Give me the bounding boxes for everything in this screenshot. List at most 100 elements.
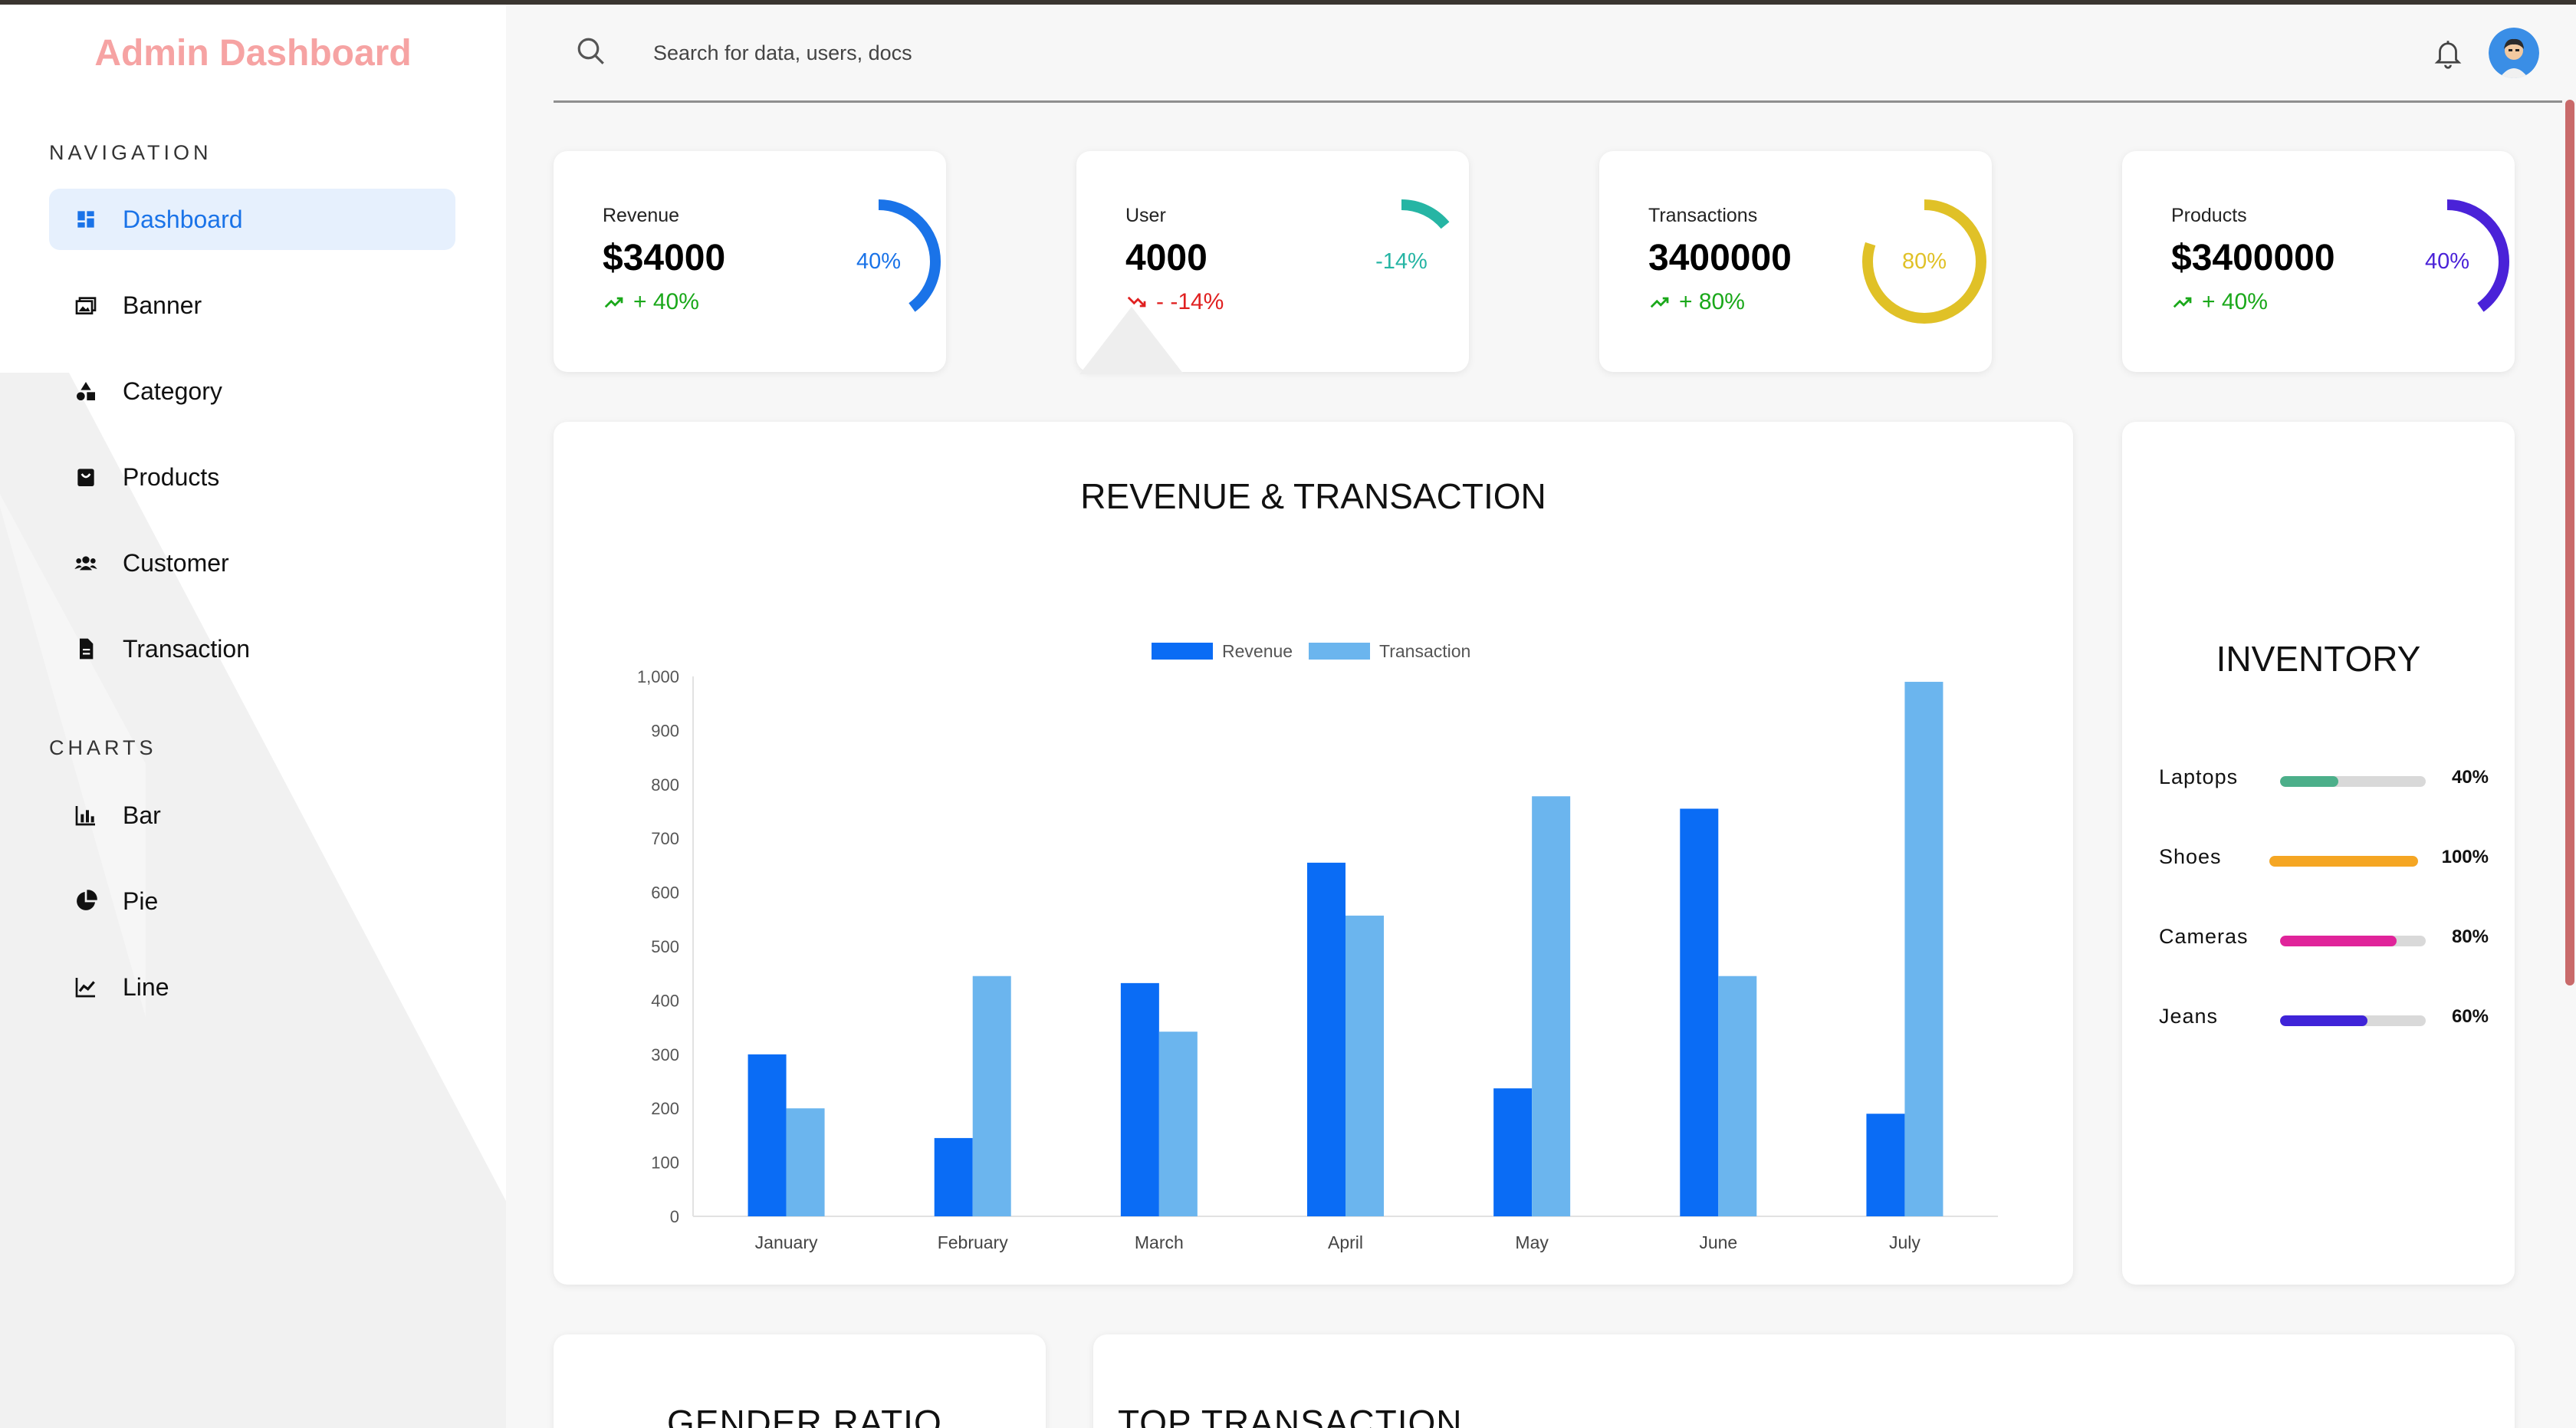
bar-transaction-march[interactable] <box>1158 1032 1198 1216</box>
category-icon <box>49 379 123 403</box>
y-tick-label: 100 <box>651 1153 679 1173</box>
x-tick-label: March <box>1135 1232 1184 1252</box>
app-brand-title[interactable]: Admin Dashboard <box>94 33 412 74</box>
bar-chart-icon <box>49 803 123 828</box>
legend-label-transaction[interactable]: Transaction <box>1379 641 1470 661</box>
sidebar-item-bar[interactable]: Bar <box>49 785 455 846</box>
inventory-progress-fill <box>2280 936 2397 946</box>
sidebar-item-label: Line <box>123 972 169 1001</box>
top-header <box>554 5 2562 103</box>
inventory-title: INVENTORY <box>2216 639 2421 679</box>
y-tick-label: 700 <box>651 829 679 848</box>
search-input[interactable] <box>653 34 1343 72</box>
sidebar-item-products[interactable]: Products <box>49 446 455 508</box>
sidebar-item-label: Customer <box>123 548 229 577</box>
inventory-progress-bar <box>2280 1015 2426 1026</box>
banner-icon <box>49 293 123 318</box>
trending-up-icon <box>604 297 623 308</box>
charts-section-label: CHARTS <box>49 736 157 759</box>
chart-title: REVENUE & TRANSACTION <box>1080 476 1546 516</box>
bar-revenue-june[interactable] <box>1680 808 1719 1216</box>
sidebar-item-label: Pie <box>123 887 159 915</box>
sidebar-item-banner[interactable]: Banner <box>49 275 455 336</box>
sidebar-item-label: Bar <box>123 801 161 829</box>
sidebar-item-pie[interactable]: Pie <box>49 870 455 932</box>
inventory-row: Laptops 40% <box>2159 765 2489 796</box>
vertical-scrollbar[interactable] <box>2565 100 2574 985</box>
inventory-item-percent: 100% <box>2441 847 2489 867</box>
legend-label-revenue[interactable]: Revenue <box>1222 641 1293 661</box>
y-tick-label: 300 <box>651 1045 679 1064</box>
progress-ring <box>2385 199 2509 324</box>
sidebar-item-transaction[interactable]: Transaction <box>49 618 455 679</box>
transactions-stat-card: Transactions 3400000 + 80% 80% <box>1599 151 1992 372</box>
stat-change-text: + 80% <box>1679 289 1745 314</box>
card-pointer-decoration <box>1079 307 1184 374</box>
ring-arc <box>1339 199 1464 324</box>
ring-percent-text: 40% <box>856 248 902 274</box>
sidebar-item-customer[interactable]: Customer <box>49 532 455 594</box>
trending-up-icon <box>1650 297 1669 308</box>
inventory-row: Shoes 100% <box>2159 845 2489 876</box>
bar-transaction-may[interactable] <box>1532 796 1571 1216</box>
stat-value: $3400000 <box>2171 238 2335 278</box>
bell-icon[interactable] <box>2432 35 2464 71</box>
stat-label: User <box>1125 205 1166 226</box>
ring-percent-text: 80% <box>1901 248 1947 274</box>
stat-value: $34000 <box>603 238 726 278</box>
inventory-item-name: Shoes <box>2159 845 2222 868</box>
bar-transaction-april[interactable] <box>1346 915 1384 1216</box>
products-stat-card: Products $3400000 + 40% 40% <box>2122 151 2515 372</box>
progress-ring <box>1862 199 1986 324</box>
inventory-progress-bar <box>2280 936 2426 946</box>
bar-revenue-may[interactable] <box>1493 1088 1533 1216</box>
ring-arc <box>1862 199 1986 324</box>
x-tick-label: February <box>938 1232 1009 1252</box>
trending-up-icon <box>2173 297 2192 308</box>
sidebar-item-label: Banner <box>123 291 202 319</box>
ring-percent-text: 40% <box>2424 248 2470 274</box>
y-tick-label: 1,000 <box>637 667 679 686</box>
stat-change: + 40% <box>2171 289 2268 315</box>
inventory-progress-bar <box>2280 776 2426 787</box>
bar-revenue-april[interactable] <box>1307 862 1346 1216</box>
ring-arc <box>816 199 941 324</box>
products-icon <box>49 465 123 489</box>
transaction-icon <box>49 637 123 661</box>
bar-revenue-july[interactable] <box>1866 1114 1905 1216</box>
bar-revenue-march[interactable] <box>1120 982 1159 1216</box>
dashboard-icon <box>49 207 123 232</box>
avatar[interactable] <box>2489 28 2539 78</box>
gender-ratio-title: GENDER RATIO <box>667 1403 942 1428</box>
search-icon[interactable] <box>575 35 607 67</box>
y-tick-label: 0 <box>670 1207 679 1226</box>
legend-swatch-transaction[interactable] <box>1309 643 1370 660</box>
inventory-row: Cameras 80% <box>2159 925 2489 956</box>
y-tick-label: 600 <box>651 883 679 903</box>
stat-label: Products <box>2171 205 2247 226</box>
sidebar-item-label: Dashboard <box>123 205 243 233</box>
stat-change: + 40% <box>603 289 699 315</box>
bar-transaction-february[interactable] <box>972 976 1011 1216</box>
sidebar: Admin Dashboard NAVIGATION Dashboard Ban… <box>0 5 506 1428</box>
stat-label: Transactions <box>1648 205 1758 226</box>
sidebar-item-category[interactable]: Category <box>49 360 455 422</box>
sidebar-item-dashboard[interactable]: Dashboard <box>49 189 455 250</box>
sidebar-item-line[interactable]: Line <box>49 956 455 1018</box>
bar-revenue-february[interactable] <box>934 1137 973 1216</box>
trending-down-icon <box>1127 296 1146 308</box>
inventory-item-name: Cameras <box>2159 925 2249 948</box>
legend-swatch-revenue[interactable] <box>1152 643 1213 660</box>
bar-revenue-january[interactable] <box>748 1054 787 1216</box>
gender-ratio-card: GENDER RATIO <box>554 1334 1046 1428</box>
sidebar-item-label: Products <box>123 462 220 491</box>
sidebar-background-decoration <box>0 373 506 1428</box>
y-tick-label: 400 <box>651 991 679 1010</box>
bar-transaction-june[interactable] <box>1718 976 1757 1216</box>
bar-transaction-july[interactable] <box>1904 682 1944 1216</box>
progress-ring <box>1339 199 1464 324</box>
x-tick-label: May <box>1515 1232 1549 1252</box>
bar-transaction-january[interactable] <box>786 1108 825 1216</box>
top-transaction-card: TOP TRANSACTION <box>1093 1334 2515 1428</box>
window-top-strip <box>0 0 2576 5</box>
